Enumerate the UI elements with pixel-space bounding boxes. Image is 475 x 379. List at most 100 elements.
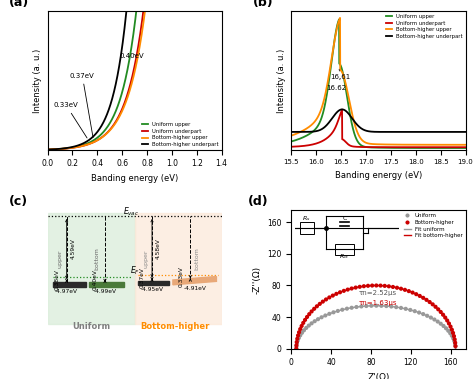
Point — [296, 332, 304, 338]
Y-axis label: Intensity (a. u.): Intensity (a. u.) — [33, 49, 42, 113]
Point — [409, 290, 417, 296]
Point — [340, 288, 348, 294]
Point — [330, 309, 337, 315]
Point — [445, 321, 453, 327]
Point — [449, 330, 457, 336]
Point — [313, 303, 321, 309]
Point — [445, 328, 452, 334]
Point — [308, 320, 315, 326]
Y-axis label: Intensity (a. u.): Intensity (a. u.) — [277, 49, 286, 113]
Point — [303, 325, 310, 331]
Point — [368, 303, 375, 309]
Point — [293, 346, 300, 352]
Point — [423, 297, 430, 303]
Point — [393, 285, 401, 291]
Point — [389, 284, 397, 290]
Point — [446, 324, 454, 330]
Text: (b): (b) — [253, 0, 274, 9]
Text: upper: upper — [143, 250, 148, 268]
Point — [352, 304, 360, 310]
Point — [450, 338, 458, 344]
Point — [377, 283, 384, 289]
Bar — [134, 213, 222, 324]
Bar — [138, 280, 170, 285]
Point — [442, 325, 450, 331]
Text: 0.38eV: 0.38eV — [0, 378, 1, 379]
Bar — [53, 282, 86, 287]
Point — [293, 343, 300, 349]
Point — [293, 342, 300, 348]
Point — [423, 313, 431, 319]
Polygon shape — [173, 277, 217, 285]
Point — [319, 299, 327, 305]
Point — [295, 329, 303, 335]
Point — [392, 304, 400, 310]
Point — [329, 293, 337, 299]
Point — [437, 309, 445, 315]
Point — [385, 283, 393, 289]
Point — [358, 304, 365, 310]
Point — [305, 311, 313, 317]
Point — [432, 304, 439, 310]
X-axis label: Banding energy (eV): Banding energy (eV) — [335, 171, 422, 180]
Point — [440, 323, 447, 329]
Point — [434, 318, 441, 324]
Point — [293, 339, 301, 345]
Point — [405, 288, 413, 294]
Legend: Uniform, Bottom-higher, Fit uniform, Fit bottom-higher: Uniform, Bottom-higher, Fit uniform, Fit… — [404, 213, 463, 238]
Y-axis label: -Z''(Ω): -Z''(Ω) — [253, 266, 262, 294]
Point — [318, 314, 325, 320]
Point — [381, 283, 389, 289]
Text: (d): (d) — [248, 195, 268, 208]
Text: 0.38eV: 0.38eV — [55, 269, 59, 290]
Point — [310, 306, 318, 312]
Text: 0.37eV: 0.37eV — [140, 268, 145, 288]
Point — [449, 335, 457, 341]
Point — [325, 311, 333, 317]
Legend: Uniform upper, Uniform underpart, Bottom-higher upper, Bottom-higher underpart: Uniform upper, Uniform underpart, Bottom… — [142, 122, 219, 147]
Text: Bottom-higher: Bottom-higher — [140, 322, 209, 331]
Text: -4.91eV: -4.91eV — [184, 285, 207, 290]
Point — [325, 294, 333, 301]
Point — [303, 314, 311, 320]
Point — [296, 326, 304, 332]
Point — [314, 316, 322, 322]
Point — [382, 303, 390, 309]
Point — [294, 332, 302, 338]
Point — [336, 289, 344, 295]
Point — [416, 293, 424, 299]
Point — [360, 283, 368, 289]
Point — [450, 333, 458, 339]
Point — [364, 283, 372, 289]
Point — [397, 305, 405, 311]
Text: -4.99eV: -4.99eV — [94, 289, 116, 294]
Point — [448, 333, 456, 339]
Text: -4.95eV: -4.95eV — [141, 287, 163, 293]
Point — [437, 321, 445, 327]
Point — [352, 285, 360, 291]
Point — [452, 343, 459, 349]
Point — [419, 295, 427, 301]
Point — [293, 346, 300, 352]
Point — [412, 291, 420, 297]
Legend: Uniform upper, Uniform underpart, Bottom-higher upper, Bottom-higher underpart: Uniform upper, Uniform underpart, Bottom… — [386, 14, 463, 39]
Text: 16.61: 16.61 — [330, 69, 351, 80]
Point — [299, 320, 307, 326]
X-axis label: Z'(Ω): Z'(Ω) — [367, 373, 390, 379]
Point — [305, 323, 313, 329]
Text: 0.40eV: 0.40eV — [120, 53, 144, 59]
Point — [316, 301, 323, 307]
Point — [407, 307, 414, 313]
Point — [293, 340, 301, 346]
Point — [348, 285, 355, 291]
Point — [298, 330, 306, 336]
Text: 16.62: 16.62 — [326, 79, 346, 91]
Text: τn=1.63μs: τn=1.63μs — [359, 300, 398, 306]
Point — [439, 312, 447, 318]
Point — [451, 340, 459, 346]
Point — [362, 303, 370, 309]
Point — [419, 311, 427, 317]
Point — [388, 304, 395, 310]
Point — [344, 287, 352, 293]
Point — [451, 341, 459, 347]
